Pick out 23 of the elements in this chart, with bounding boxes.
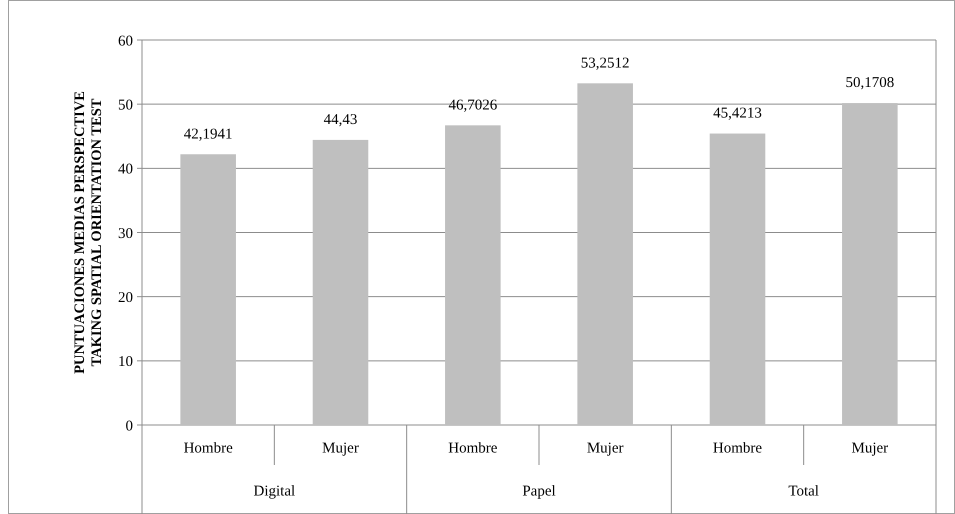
data-label: 42,1941	[184, 126, 233, 142]
y-tick-label: 50	[118, 97, 133, 114]
x-tick-label: Hombre	[448, 440, 498, 456]
data-label: 53,2512	[580, 55, 630, 72]
text: Papel	[522, 483, 556, 500]
x-tick-label: Mujer	[322, 440, 359, 456]
y-tick-label: 20	[118, 290, 133, 306]
data-label: 45,4213	[713, 106, 762, 122]
data-label: 50,1708	[845, 75, 894, 92]
y-tick-label: 40	[118, 162, 133, 178]
x-tick-label: Mujer	[586, 440, 624, 456]
data-label: 46,7026	[448, 97, 498, 114]
text: Digital	[253, 483, 296, 500]
text: Total	[788, 483, 819, 500]
x-tick-label: Hombre	[184, 440, 234, 456]
x-tick-label: Mujer	[851, 440, 888, 456]
data-label: 44,43	[324, 112, 358, 128]
y-tick-label: 0	[126, 418, 133, 434]
y-tick-label: 10	[118, 354, 133, 370]
y-tick-label: 30	[118, 226, 133, 242]
y-tick-label: 60	[118, 33, 133, 50]
x-tick-label: Hombre	[712, 440, 762, 456]
y-axis-title: PUNTUACIONES MEDIAS PERSPECTIVE TAKING SPATIAL ORIENTATION TEST	[72, 91, 105, 374]
